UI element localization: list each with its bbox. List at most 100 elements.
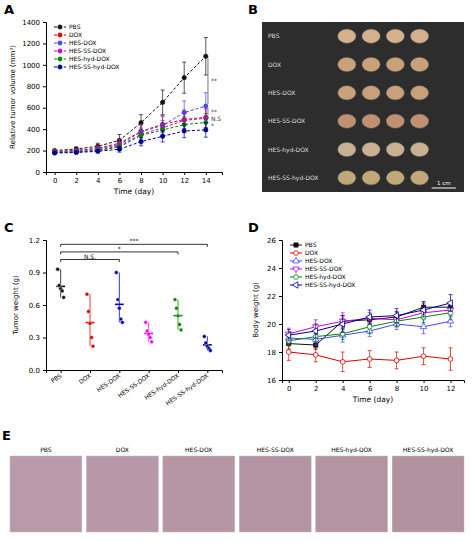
significance-bracket bbox=[61, 244, 208, 247]
point bbox=[56, 267, 60, 271]
tick-mark bbox=[279, 380, 282, 381]
tick-label: DOX bbox=[77, 372, 92, 385]
tick-mark bbox=[119, 172, 120, 175]
tick: 6 bbox=[118, 172, 123, 185]
significance-bracket bbox=[61, 260, 120, 263]
legend-label: DOX bbox=[305, 249, 318, 256]
series bbox=[53, 38, 208, 153]
legend-marker bbox=[294, 243, 298, 247]
tick-mark bbox=[43, 43, 46, 44]
range-line bbox=[119, 273, 120, 323]
tick-mark bbox=[76, 172, 77, 175]
legend-marker bbox=[58, 41, 62, 45]
image-label: PBS bbox=[40, 446, 52, 453]
tick-mark bbox=[43, 172, 46, 173]
bracket bbox=[207, 120, 208, 121]
tick-label: 26 bbox=[267, 237, 276, 245]
image-label: HES-SS-hyd-DOX bbox=[403, 446, 453, 454]
significance-label: *** bbox=[130, 237, 139, 244]
tick-mark bbox=[451, 380, 452, 383]
point bbox=[114, 271, 118, 275]
legend-item: HES-hyd-DOX bbox=[54, 55, 110, 63]
tumor bbox=[362, 143, 380, 157]
error-bar bbox=[139, 138, 143, 146]
tick-label: 12 bbox=[447, 385, 456, 393]
legend-item: HES-DOX bbox=[54, 39, 96, 46]
tick: 8 bbox=[139, 172, 143, 185]
marker bbox=[340, 359, 345, 364]
tumor bbox=[386, 114, 404, 128]
marker bbox=[204, 54, 208, 58]
group bbox=[144, 320, 154, 343]
row-label: HES-DOX bbox=[268, 89, 295, 96]
tick-label: 18 bbox=[267, 349, 276, 357]
tick: 0 bbox=[287, 380, 291, 393]
axis-line bbox=[43, 241, 47, 371]
line bbox=[289, 313, 451, 341]
tick: 0.3 bbox=[29, 334, 46, 342]
group bbox=[56, 267, 66, 299]
point bbox=[208, 349, 212, 353]
point bbox=[173, 298, 177, 302]
tumor bbox=[338, 114, 356, 128]
error-bar bbox=[449, 348, 453, 370]
legend: PBSDOXHES-DOXHES-SS-DOXHES-hyd-DOXHES-SS… bbox=[290, 241, 355, 289]
error-bar bbox=[204, 38, 208, 76]
marker bbox=[96, 148, 100, 152]
axis-line bbox=[43, 23, 47, 173]
point bbox=[91, 344, 95, 348]
mean-line bbox=[115, 304, 124, 306]
axis-line bbox=[47, 371, 223, 374]
legend-item: HES-SS-hyd-DOX bbox=[290, 281, 355, 289]
significance-bracket bbox=[61, 252, 178, 255]
marker bbox=[204, 104, 208, 108]
marker bbox=[286, 332, 292, 338]
tumor bbox=[386, 143, 404, 157]
tick-label: 12 bbox=[180, 177, 189, 185]
error-bar bbox=[182, 62, 186, 93]
y-axis: 0200400600800100012001400 bbox=[22, 19, 46, 177]
tick: 1000 bbox=[22, 62, 46, 70]
tick: 26 bbox=[267, 237, 282, 245]
tumor bbox=[338, 143, 356, 157]
legend-label: PBS bbox=[69, 23, 81, 30]
legend: PBSDOXHES-DOXHES-SS-DOXHES-hyd-DOXHES-SS… bbox=[54, 23, 119, 71]
tick-mark bbox=[98, 172, 99, 175]
legend-marker bbox=[294, 251, 299, 256]
group bbox=[173, 298, 183, 332]
tick-label: 10 bbox=[420, 385, 429, 393]
tick: 1400 bbox=[22, 19, 46, 27]
panel: PBSDOXHES-DOXHES-SS-DOXHES-hyd-DOXHES-SS… bbox=[262, 22, 464, 192]
tick: 0.0 bbox=[29, 367, 46, 375]
legend-item: DOX bbox=[54, 31, 82, 38]
tumor bbox=[338, 171, 356, 185]
tick-label: 4 bbox=[341, 385, 346, 393]
tick-label: 14 bbox=[202, 177, 211, 185]
marker bbox=[448, 357, 453, 362]
series bbox=[53, 109, 208, 155]
axis-line bbox=[283, 381, 465, 384]
legend-item: HES-hyd-DOX bbox=[290, 273, 346, 281]
point bbox=[178, 323, 182, 327]
point bbox=[120, 320, 124, 324]
marker bbox=[117, 147, 121, 151]
tick-mark bbox=[43, 22, 46, 23]
point bbox=[175, 306, 179, 310]
range-line bbox=[60, 269, 61, 297]
tissue-image bbox=[239, 456, 311, 532]
panel: 024681012161820222426Time (day)Body weig… bbox=[252, 237, 465, 404]
legend-label: HES-DOX bbox=[69, 39, 96, 46]
tick-label: 1200 bbox=[22, 40, 40, 48]
figure: 024681012140200400600800100012001400Time… bbox=[0, 0, 474, 542]
legend-label: HES-SS-hyd-DOX bbox=[69, 63, 119, 71]
tumor bbox=[411, 58, 429, 72]
series bbox=[53, 114, 208, 155]
tick: 0.6 bbox=[29, 302, 46, 310]
tick-mark bbox=[289, 380, 290, 383]
plot-area bbox=[53, 38, 208, 156]
legend-label: HES-DOX bbox=[305, 257, 332, 264]
tick-label: 1400 bbox=[22, 19, 40, 27]
tick-mark bbox=[55, 172, 56, 175]
row-label: HES-SS-hyd-DOX bbox=[268, 174, 318, 182]
image-label: HES-SS-DOX bbox=[257, 446, 294, 453]
